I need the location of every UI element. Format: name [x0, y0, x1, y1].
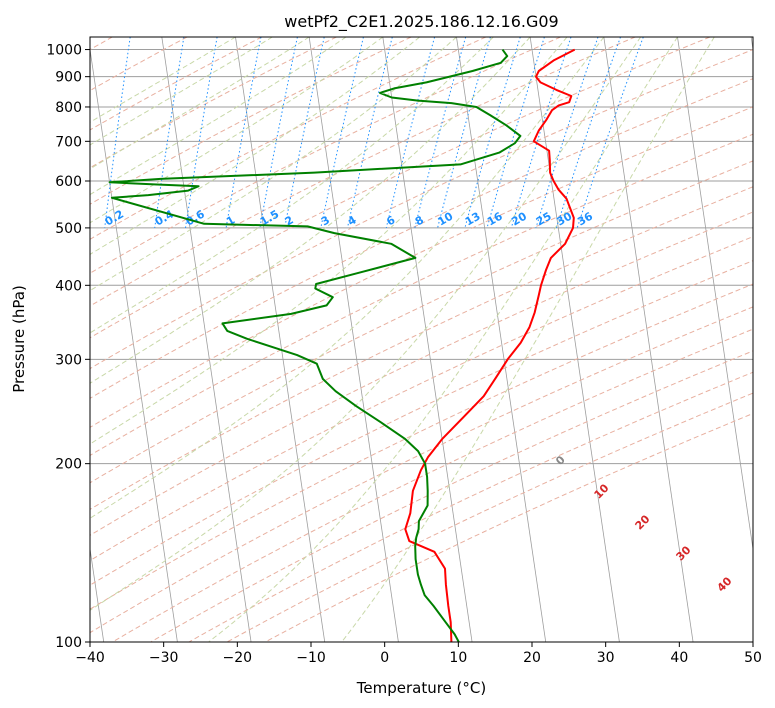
moist-adiabat-line — [90, 37, 347, 196]
mixing-ratio-line — [259, 37, 298, 228]
y-tick-label: 100 — [55, 635, 82, 651]
moist-adiabat-line — [90, 37, 568, 445]
dry-adiabat-line — [112, 328, 753, 642]
moist-adiabat-line — [90, 37, 420, 255]
x-tick-label: −30 — [149, 650, 179, 666]
dry-adiabat-line — [90, 37, 487, 240]
mixing-ratio-line — [185, 37, 218, 228]
dry-adiabat-line — [90, 306, 753, 634]
x-tick-label: 50 — [744, 650, 762, 666]
dry-adiabat-line — [90, 283, 753, 610]
isotherm-line — [529, 37, 620, 642]
dry-adiabat-line — [188, 371, 753, 642]
plot-frame — [89, 36, 754, 643]
mixing-ratio-line — [104, 37, 131, 228]
x-axis-ticks: −40 −30 −20 −10 0 10 20 30 40 50 — [75, 642, 762, 666]
moist-adiabat-line — [90, 37, 273, 146]
mixing-ratio-line — [320, 37, 364, 229]
moist-adiabat-line — [208, 37, 678, 642]
mixing-ratio-line — [486, 37, 545, 229]
mixing-ratio-line — [414, 37, 467, 229]
isotherm-line — [382, 37, 473, 642]
mixing-ratio-line — [284, 37, 325, 228]
x-tick-label: 20 — [523, 650, 541, 666]
moist-adiabats — [90, 37, 715, 642]
moist-adiabat-line — [90, 37, 494, 334]
dry-adiabat-line — [264, 412, 753, 642]
isotherms — [90, 37, 753, 642]
x-tick-label: −10 — [296, 650, 326, 666]
x-tick-label: 10 — [449, 650, 467, 666]
isotherm-line — [456, 37, 547, 642]
mixing-ratio-line — [535, 37, 599, 229]
y-axis-label: Pressure (hPa) — [10, 285, 28, 393]
x-tick-label: −40 — [75, 650, 105, 666]
moist-adiabat-line — [90, 37, 384, 224]
moist-adiabat-line — [90, 37, 531, 384]
y-axis-ticks: 100 200 300 400 500 600 700 800 900 1000 — [46, 43, 90, 651]
profile-series — [108, 48, 576, 642]
y-tick-label: 800 — [55, 100, 82, 116]
dry-adiabats — [90, 37, 753, 642]
mixing-ratio-line — [464, 37, 521, 229]
x-axis-label: Temperature (°C) — [356, 679, 486, 697]
temperature-profile-line — [404, 48, 576, 642]
mixing-ratio-line — [385, 37, 436, 229]
moist-adiabat-line — [90, 37, 457, 292]
isotherm-line — [90, 46, 178, 642]
y-tick-label: 700 — [55, 134, 82, 150]
isotherm-line — [603, 37, 694, 642]
dry-adiabat-line — [90, 106, 753, 428]
dry-adiabat-line — [90, 133, 753, 456]
isotherm-line — [677, 37, 753, 552]
mixing-ratio-line — [154, 37, 185, 228]
y-tick-label: 600 — [55, 174, 82, 190]
mixing-ratio-line — [347, 37, 393, 229]
dry-adiabat-line — [90, 49, 753, 370]
y-tick-label: 300 — [55, 352, 82, 368]
y-tick-label: 500 — [55, 221, 82, 237]
moist-adiabat-line — [90, 37, 236, 123]
dry-adiabat-line — [226, 392, 753, 642]
moist-adiabat-line — [90, 37, 605, 519]
mixing-ratio-line — [555, 37, 621, 229]
y-tick-label: 900 — [55, 70, 82, 86]
chart-title: wetPf2_C2E1.2025.186.12.16.G09 — [284, 12, 558, 32]
isotherm-line — [161, 37, 252, 642]
pressure-gridlines — [90, 49, 753, 642]
isotherm-line — [235, 37, 326, 642]
dry-adiabat-line — [90, 186, 753, 510]
dewpoint-profile-line — [108, 49, 522, 642]
y-tick-label: 400 — [55, 278, 82, 294]
y-tick-label: 200 — [55, 457, 82, 473]
x-tick-label: −20 — [223, 650, 253, 666]
y-tick-label: 1000 — [46, 43, 82, 59]
isotherm-line — [308, 37, 399, 642]
mixing-ratio-line — [510, 37, 572, 229]
x-tick-label: 30 — [597, 650, 615, 666]
mixing-ratio-line — [576, 37, 644, 229]
moist-adiabat-line — [90, 37, 642, 611]
x-tick-label: 0 — [380, 650, 389, 666]
moist-adiabat-line — [341, 37, 715, 642]
x-tick-label: 40 — [670, 650, 688, 666]
dry-adiabat-line — [90, 236, 753, 562]
dry-adiabat-line — [90, 78, 753, 399]
dry-adiabat-line — [90, 37, 412, 205]
mixing-ratio-line — [225, 37, 262, 228]
